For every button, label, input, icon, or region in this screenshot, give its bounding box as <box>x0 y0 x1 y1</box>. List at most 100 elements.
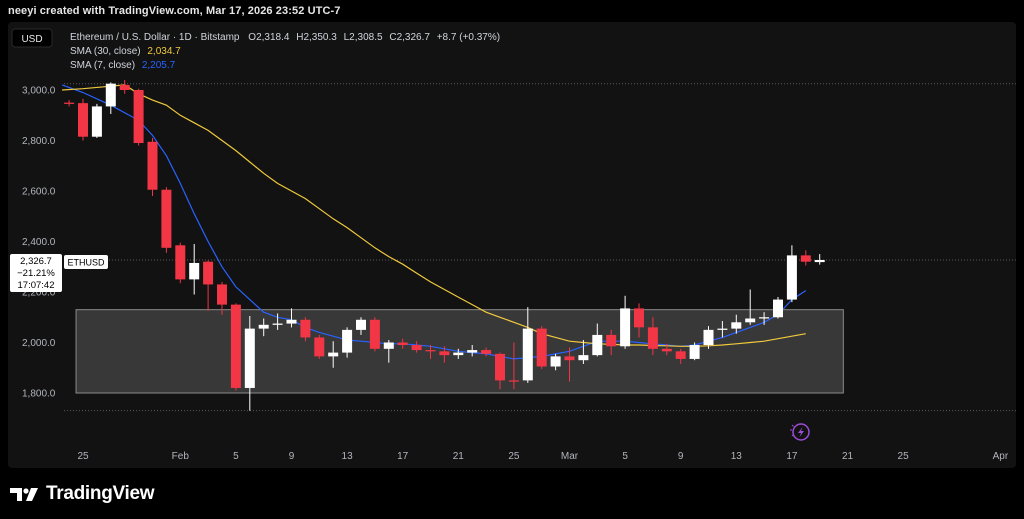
bear-candle <box>369 317 380 352</box>
candle-body <box>383 342 394 349</box>
currency-button[interactable]: USD <box>11 28 53 48</box>
bear-candle <box>481 347 492 357</box>
candle-body <box>536 328 547 367</box>
candle-body <box>550 356 561 367</box>
bull-candle <box>703 326 714 349</box>
x-tick-label: 25 <box>77 451 89 462</box>
low-value: 2,308.5 <box>349 32 383 43</box>
bull-candle <box>717 321 728 338</box>
bear-candle <box>64 100 75 107</box>
candle-body <box>161 189 172 248</box>
candle-body <box>258 324 269 329</box>
candle-body <box>147 141 158 190</box>
currency-button-label: USD <box>21 34 42 45</box>
bull-candle <box>467 345 478 357</box>
bull-candle <box>453 348 464 359</box>
high-value: 2,350.3 <box>303 32 337 43</box>
bear-candle <box>119 79 130 94</box>
candle-body <box>175 245 186 280</box>
bear-candle <box>314 334 325 359</box>
candle-body <box>703 329 714 346</box>
x-tick-label: Mar <box>561 451 579 462</box>
candle-body <box>300 319 311 338</box>
candle-body <box>217 284 227 305</box>
bull-candle <box>522 307 533 383</box>
bull-candle <box>759 312 770 325</box>
bear-candle <box>161 187 172 253</box>
price-tag-symbol: ETHUSD <box>67 258 105 268</box>
candle-body <box>717 328 728 330</box>
candle-body <box>328 352 339 357</box>
bull-candle <box>745 289 756 325</box>
candle-body <box>814 260 825 263</box>
candles-layer <box>64 79 825 411</box>
chart-credit: neeyi created with TradingView.com, Mar … <box>8 5 341 17</box>
change-value: +8.7 (+0.37%) <box>437 32 500 43</box>
bear-candle <box>78 98 88 141</box>
candle-body <box>453 352 464 356</box>
candle-body <box>91 106 102 137</box>
bull-candle <box>356 317 366 335</box>
candle-body <box>64 102 75 104</box>
sma-layer <box>61 84 807 360</box>
candle-body <box>78 103 88 137</box>
bull-candle <box>814 254 825 265</box>
y-tick-label: 2,200.0 <box>22 288 56 299</box>
x-tick-label: 21 <box>453 451 465 462</box>
candle-body <box>105 83 116 107</box>
sma7-legend[interactable]: SMA (7, close) 2,205.7 <box>70 60 176 71</box>
bear-candle <box>661 343 672 356</box>
candle-body <box>606 334 617 347</box>
axis-layer: 1,800.0 2,000.0 2,200.0 2,400.0 2,600.0 2,800… <box>22 86 1009 463</box>
candle-body <box>786 255 797 300</box>
candle-body <box>592 334 603 356</box>
symbol-description: Ethereum / U.S. Dollar · 1D · Bitstamp <box>70 32 240 43</box>
price-tag-price: 2,326.7 <box>20 256 52 267</box>
candle-body <box>133 90 144 144</box>
x-tick-label: 21 <box>842 451 854 462</box>
bull-candle <box>189 244 200 295</box>
bull-candle <box>244 315 255 411</box>
candle-body <box>800 255 811 262</box>
candle-body <box>675 351 686 359</box>
candle-body <box>634 308 644 328</box>
candle-body <box>411 345 422 351</box>
candle-body <box>467 350 478 353</box>
bear-candle <box>606 329 617 356</box>
bear-candle <box>411 341 422 353</box>
bull-candle <box>286 308 297 328</box>
candle-body <box>203 261 214 285</box>
y-tick-label: 1,800.0 <box>22 389 56 400</box>
open-label: O <box>248 32 256 43</box>
lightning-icon[interactable] <box>790 423 810 441</box>
bear-candle <box>495 352 505 390</box>
candle-body <box>369 319 380 349</box>
candle-body <box>745 318 756 323</box>
candle-body <box>773 299 783 318</box>
bull-candle <box>786 245 797 303</box>
x-tick-label: 9 <box>289 451 295 462</box>
candle-body <box>522 328 533 381</box>
candle-body <box>731 322 742 329</box>
sma30-legend[interactable]: SMA (30, close) 2,034.7 <box>70 46 181 57</box>
x-tick-label: 5 <box>622 451 628 462</box>
sma30-label: SMA (30, close) <box>70 46 141 57</box>
x-tick-label: 5 <box>233 451 239 462</box>
bear-candle <box>397 338 408 349</box>
chart-panel[interactable] <box>8 22 1016 468</box>
x-tick-label: 13 <box>342 451 354 462</box>
bull-candle <box>550 353 561 371</box>
open-value: 2,318.4 <box>256 32 290 43</box>
bear-candle <box>133 88 144 146</box>
bear-candle <box>147 137 158 197</box>
y-tick-label: 2,800.0 <box>22 136 56 147</box>
legend-line: Ethereum / U.S. Dollar · 1D · Bitstamp O… <box>70 32 500 43</box>
bull-candle <box>773 297 783 319</box>
candle-body <box>425 350 436 352</box>
x-tick-label: 17 <box>786 451 798 462</box>
x-tick-label: 13 <box>731 451 743 462</box>
y-tick-label: 3,000.0 <box>22 86 56 97</box>
footer-brand: TradingView <box>10 482 155 506</box>
candle-body <box>508 380 519 382</box>
